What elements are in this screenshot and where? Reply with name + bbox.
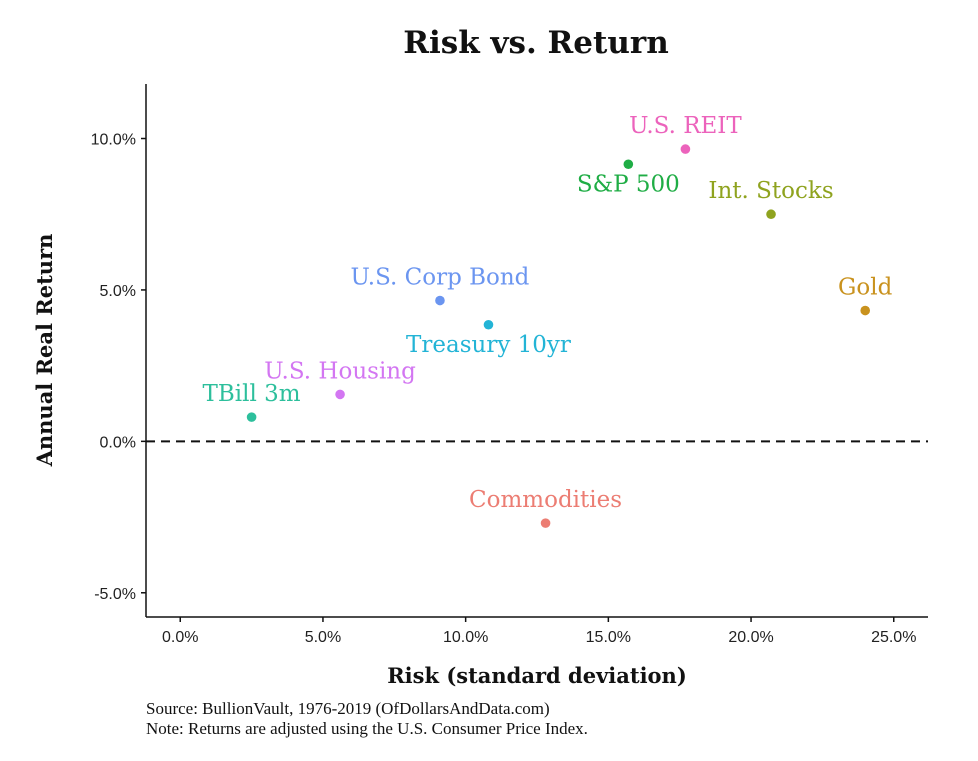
y-axis-title: Annual Real Return <box>32 234 57 468</box>
point-label-commodities: Commodities <box>469 487 622 513</box>
x-tick-label: 10.0% <box>443 629 488 646</box>
x-tick-label: 20.0% <box>728 629 773 646</box>
x-tick-label: 0.0% <box>162 629 198 646</box>
point-label-s-p-500: S&P 500 <box>577 171 680 197</box>
x-tick-label: 15.0% <box>586 629 631 646</box>
x-tick-label: 25.0% <box>871 629 916 646</box>
adjustment-note: Note: Returns are adjusted using the U.S… <box>146 719 588 738</box>
y-tick-label: 5.0% <box>100 283 136 300</box>
point-u-s-corp-bond <box>435 295 445 306</box>
x-axis-ticks: 0.0% 5.0% 10.0% 15.0% 20.0% 25.0% <box>162 617 916 646</box>
point-label-u-s-housing: U.S. Housing <box>264 358 416 384</box>
point-label-tbill-3m: TBill 3m <box>203 381 301 407</box>
point-label-u-s-corp-bond: U.S. Corp Bond <box>351 265 530 291</box>
point-label-treasury-10yr: Treasury 10yr <box>406 332 571 358</box>
point-gold <box>860 305 871 316</box>
point-treasury-10yr <box>483 319 494 330</box>
y-tick-label: 10.0% <box>91 132 136 149</box>
point-u-s-reit <box>680 144 691 154</box>
chart-title: Risk vs. Return <box>403 25 669 61</box>
data-points: TBill 3mU.S. Housing U.S. Corp Bond Treasu… <box>203 113 893 528</box>
point-label-int-stocks: Int. Stocks <box>708 178 833 204</box>
x-axis-title: Risk (standard deviation) <box>387 663 687 688</box>
y-axis-ticks: -5.0% 0.0% 5.0% 10.0% <box>91 132 146 603</box>
point-label-u-s-reit: U.S. REIT <box>629 113 742 139</box>
point-u-s-housing <box>335 389 345 400</box>
y-tick-label: 0.0% <box>100 434 136 451</box>
x-tick-label: 5.0% <box>305 629 341 646</box>
point-tbill-3m <box>246 412 257 422</box>
point-int-stocks <box>766 209 776 220</box>
source-note: Source: BullionVault, 1976-2019 (OfDolla… <box>146 699 550 718</box>
point-label-gold: Gold <box>838 275 893 301</box>
y-tick-label: -5.0% <box>94 586 136 603</box>
point-commodities <box>540 518 551 528</box>
point-s-p-500 <box>623 159 634 170</box>
